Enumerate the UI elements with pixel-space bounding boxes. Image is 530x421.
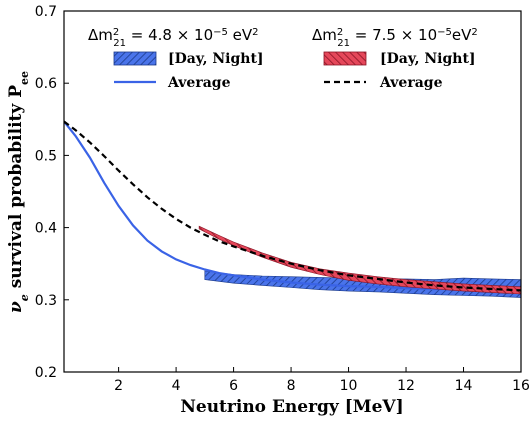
x-tick-label: 10 (340, 378, 358, 394)
x-tick-label: 6 (229, 378, 238, 394)
series-line-3 (64, 120, 521, 292)
legend-header-2-value: = 7.5 × 10 (350, 26, 437, 44)
legend-header-1-sup: 2 (113, 27, 119, 38)
legend-band-swatch-2 (323, 51, 367, 66)
legend-band-label-1: [Day, Night] (168, 51, 264, 67)
y-tick-label: 0.6 (35, 76, 57, 92)
y-axis-title-rest: survival probability P (6, 85, 26, 294)
y-tick-label: 0.7 (35, 4, 57, 20)
legend-header-2-exp: −5 (437, 27, 452, 38)
series-band-0 (204, 270, 521, 298)
plot-frame (63, 10, 522, 373)
x-tick-label: 2 (114, 378, 123, 394)
legend-header-2-sub: 21 (337, 38, 350, 49)
y-axis-title-rest-sub: ee (18, 71, 31, 85)
series-band-2 (198, 225, 521, 295)
legend-header-1-exp: −5 (213, 27, 228, 38)
legend-header-2: Δm2 21 = 7.5 × 10−5eV2 (312, 26, 478, 49)
series-line-1 (64, 120, 521, 292)
x-tick-label: 14 (455, 378, 473, 394)
legend-header-1-sub: 21 (113, 38, 126, 49)
legend-line-label-2: Average (379, 75, 443, 91)
legend: Δm2 21 = 4.8 × 10−5 eV2 [Day, Night] Aver… (88, 26, 478, 91)
legend-line-label-1: Average (167, 75, 231, 91)
y-axis-title-nu: ν (6, 301, 26, 313)
legend-header-1-prefix: Δm (88, 26, 113, 44)
legend-band-label-2: [Day, Night] (380, 51, 476, 67)
y-tick-label: 0.4 (35, 221, 57, 237)
y-tick-label: 0.3 (35, 293, 57, 309)
x-axis-title: Neutrino Energy [MeV] (180, 397, 403, 417)
legend-header-2-unit: eV (452, 26, 472, 44)
legend-header-1-value: = 4.8 × 10 (126, 26, 213, 44)
x-tick-label: 8 (287, 378, 296, 394)
x-tick-label: 4 (172, 378, 181, 394)
y-axis-title: νe survival probability Pee (6, 71, 31, 313)
x-tick-label: 12 (397, 378, 415, 394)
y-tick-label: 0.2 (35, 365, 57, 381)
y-tick-label: 0.5 (35, 148, 57, 164)
x-tick-label: 16 (512, 378, 530, 394)
legend-header-1-unit: eV (228, 26, 253, 44)
y-axis-title-nu-sub: e (18, 294, 31, 301)
legend-band-swatch-1 (113, 51, 157, 66)
legend-header-1-unit-sup: 2 (252, 27, 258, 38)
legend-header-2-unit-sup: 2 (471, 27, 477, 38)
legend-header-2-sup: 2 (337, 27, 343, 38)
legend-header-1: Δm2 21 = 4.8 × 10−5 eV2 (88, 26, 259, 49)
legend-header-2-prefix: Δm (312, 26, 337, 44)
